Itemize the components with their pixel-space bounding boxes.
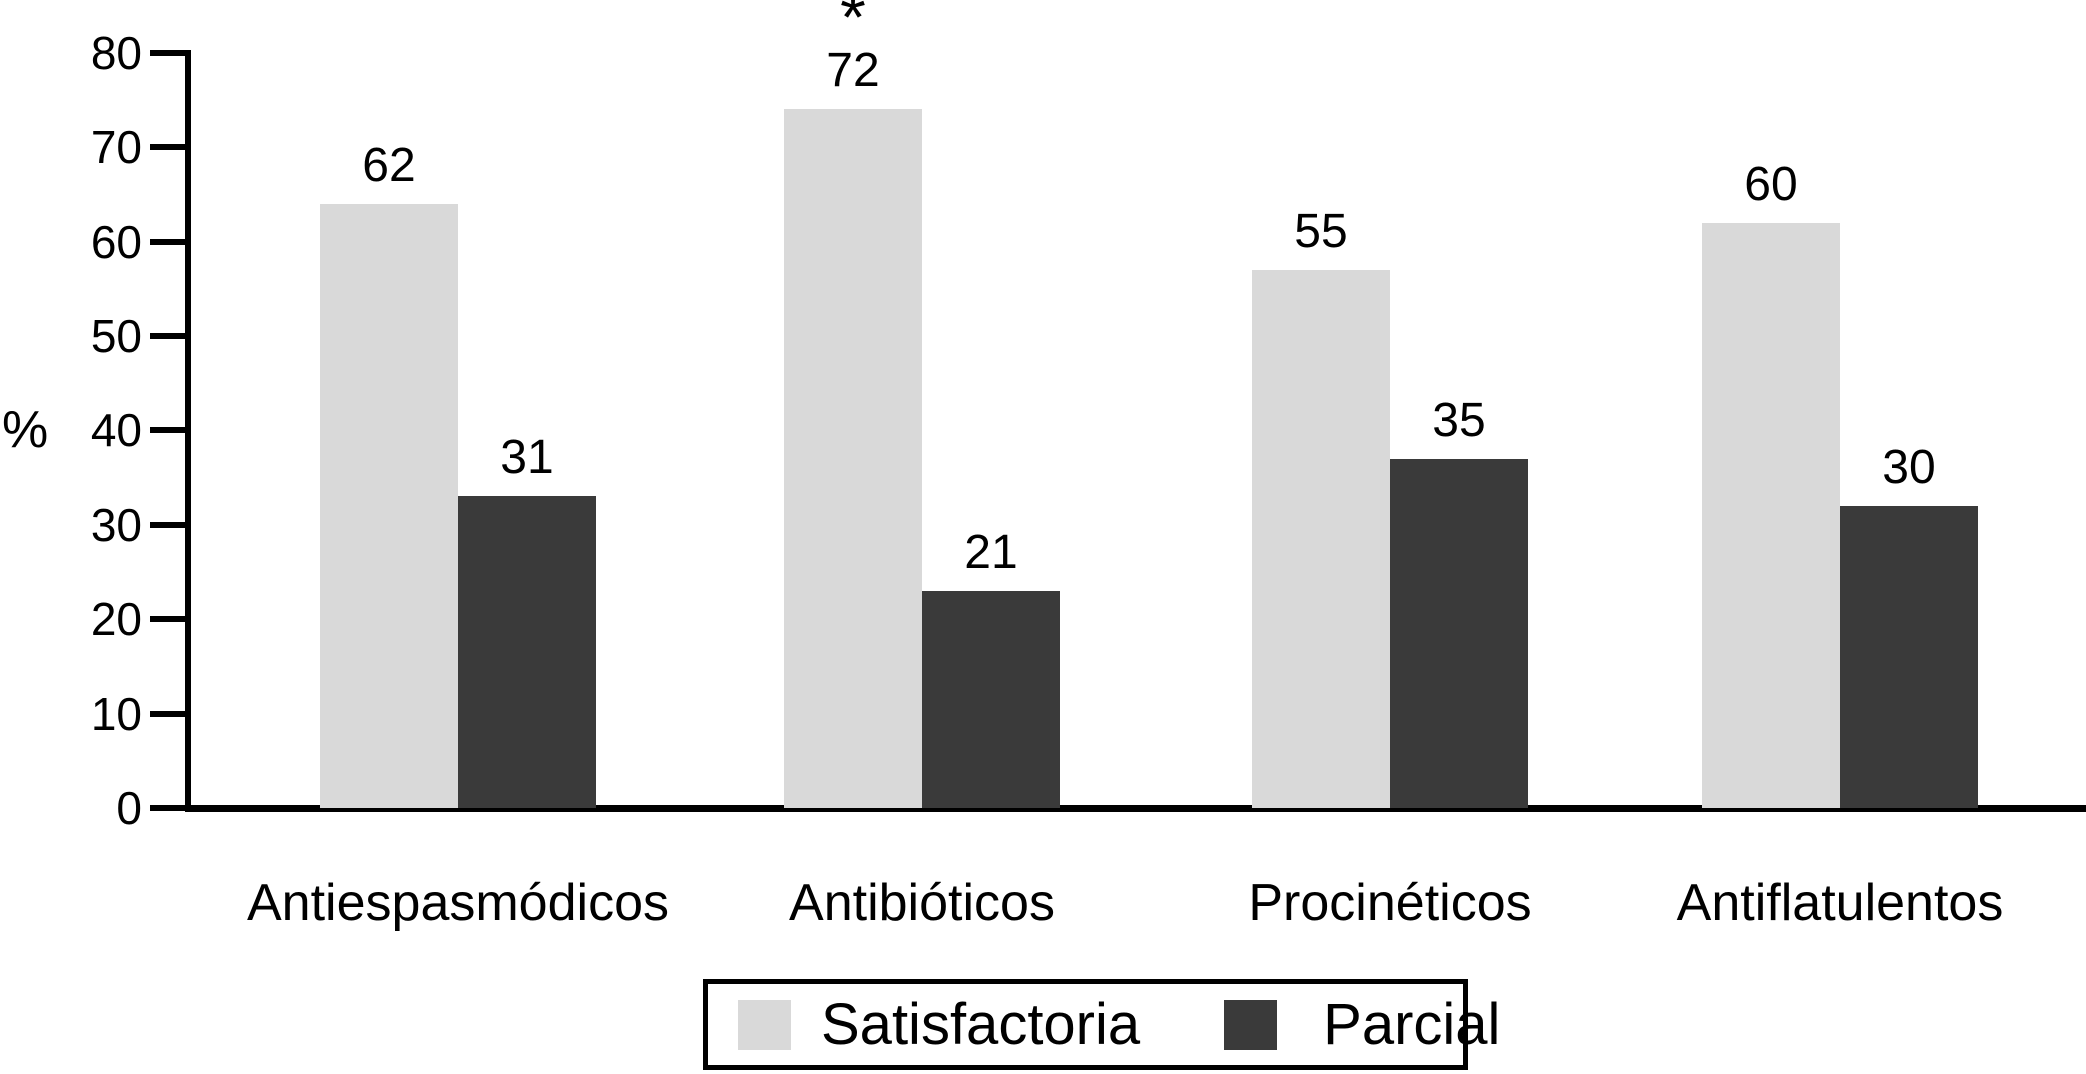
significance-asterisk: * (840, 0, 866, 54)
legend: Satisfactoria Parcial (703, 979, 1500, 1070)
category-label-1: Antibióticos (789, 874, 1055, 932)
y-tick-label: 10 (90, 687, 142, 740)
legend-label-parcial: Parcial (1323, 991, 1501, 1057)
bar-value-label-parcial-1: 21 (964, 525, 1018, 579)
y-tick (150, 710, 188, 717)
y-tick-label: 0 (116, 782, 142, 834)
y-tick-label: 60 (90, 215, 142, 268)
category-label-3: Antiflatulentos (1676, 874, 2004, 932)
bar-value-label-parcial-3: 30 (1882, 440, 1936, 494)
y-axis-line (185, 50, 191, 811)
x-axis-line (185, 805, 2086, 812)
y-tick-label: 50 (90, 310, 142, 362)
y-tick-label: 70 (90, 121, 142, 174)
bar-value-label-parcial-0: 31 (500, 431, 554, 485)
legend-label-satisfactoria: Satisfactoria (821, 991, 1141, 1057)
bar-parcial-2 (1390, 458, 1528, 808)
bar-satisfactoria-2 (1252, 269, 1390, 808)
y-tick (150, 427, 188, 434)
y-tick-label: 80 (90, 26, 142, 79)
bar-satisfactoria-3 (1702, 222, 1840, 808)
y-tick (150, 49, 188, 56)
bar-value-label-parcial-2: 35 (1432, 393, 1486, 447)
bar-parcial-0 (458, 496, 596, 808)
y-tick (150, 333, 188, 339)
bar-value-label-satisfactoria-1: 72 (826, 44, 880, 98)
bar-parcial-1 (922, 590, 1060, 808)
y-tick (150, 616, 188, 623)
bar-value-label-satisfactoria-3: 60 (1744, 157, 1798, 211)
y-tick (150, 805, 188, 811)
y-tick (150, 521, 188, 528)
legend-swatch-satisfactoria (738, 999, 791, 1050)
bar-parcial-3 (1840, 505, 1978, 808)
y-tick (150, 144, 188, 151)
bar-value-label-satisfactoria-0: 62 (362, 138, 416, 192)
y-tick-label: 20 (90, 593, 142, 646)
y-tick (150, 238, 188, 245)
category-label-0: Antiespasmódicos (247, 874, 669, 932)
y-tick-label: 30 (90, 498, 142, 551)
bar-satisfactoria-0 (320, 203, 458, 808)
y-axis-title: % (2, 401, 49, 459)
y-tick-label: 40 (90, 404, 142, 457)
bar-value-label-satisfactoria-2: 55 (1294, 204, 1348, 258)
legend-swatch-parcial (1224, 999, 1278, 1050)
category-label-2: Procinéticos (1248, 874, 1532, 932)
bar-satisfactoria-1 (784, 109, 922, 808)
